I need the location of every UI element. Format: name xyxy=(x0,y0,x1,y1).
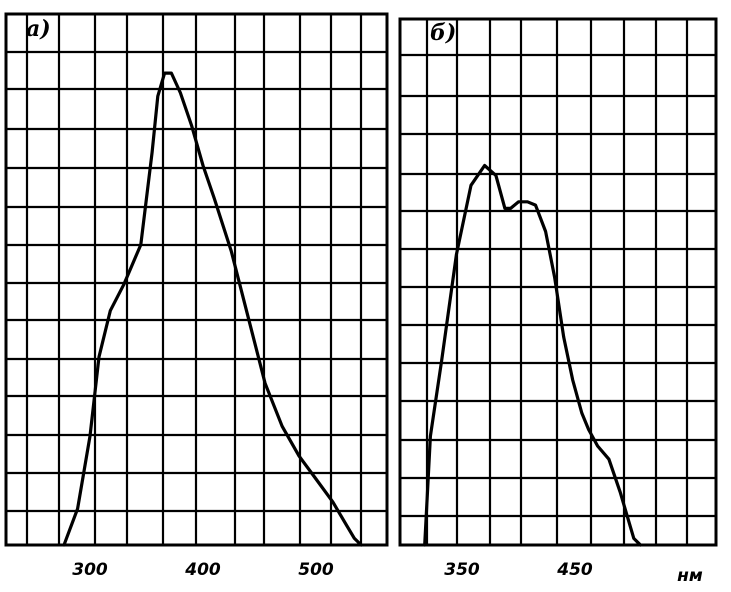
spectrum-curve xyxy=(423,163,643,547)
panel-b: б) 350 450 нм xyxy=(398,17,718,586)
panel-label: б) xyxy=(430,20,456,46)
x-unit-label: нм xyxy=(677,566,703,586)
x-tick-label: 300 xyxy=(72,560,108,580)
panel-label: a) xyxy=(26,16,51,42)
x-tick-label: 450 xyxy=(556,560,593,580)
plot-frame xyxy=(4,12,389,547)
x-tick-label: 350 xyxy=(444,560,480,580)
panel-a: a) 300 400 500 xyxy=(4,12,389,580)
x-tick-label: 500 xyxy=(298,560,334,580)
plot-frame xyxy=(398,17,718,547)
x-tick-label: 400 xyxy=(184,560,221,580)
spectrum-curve xyxy=(62,71,363,547)
